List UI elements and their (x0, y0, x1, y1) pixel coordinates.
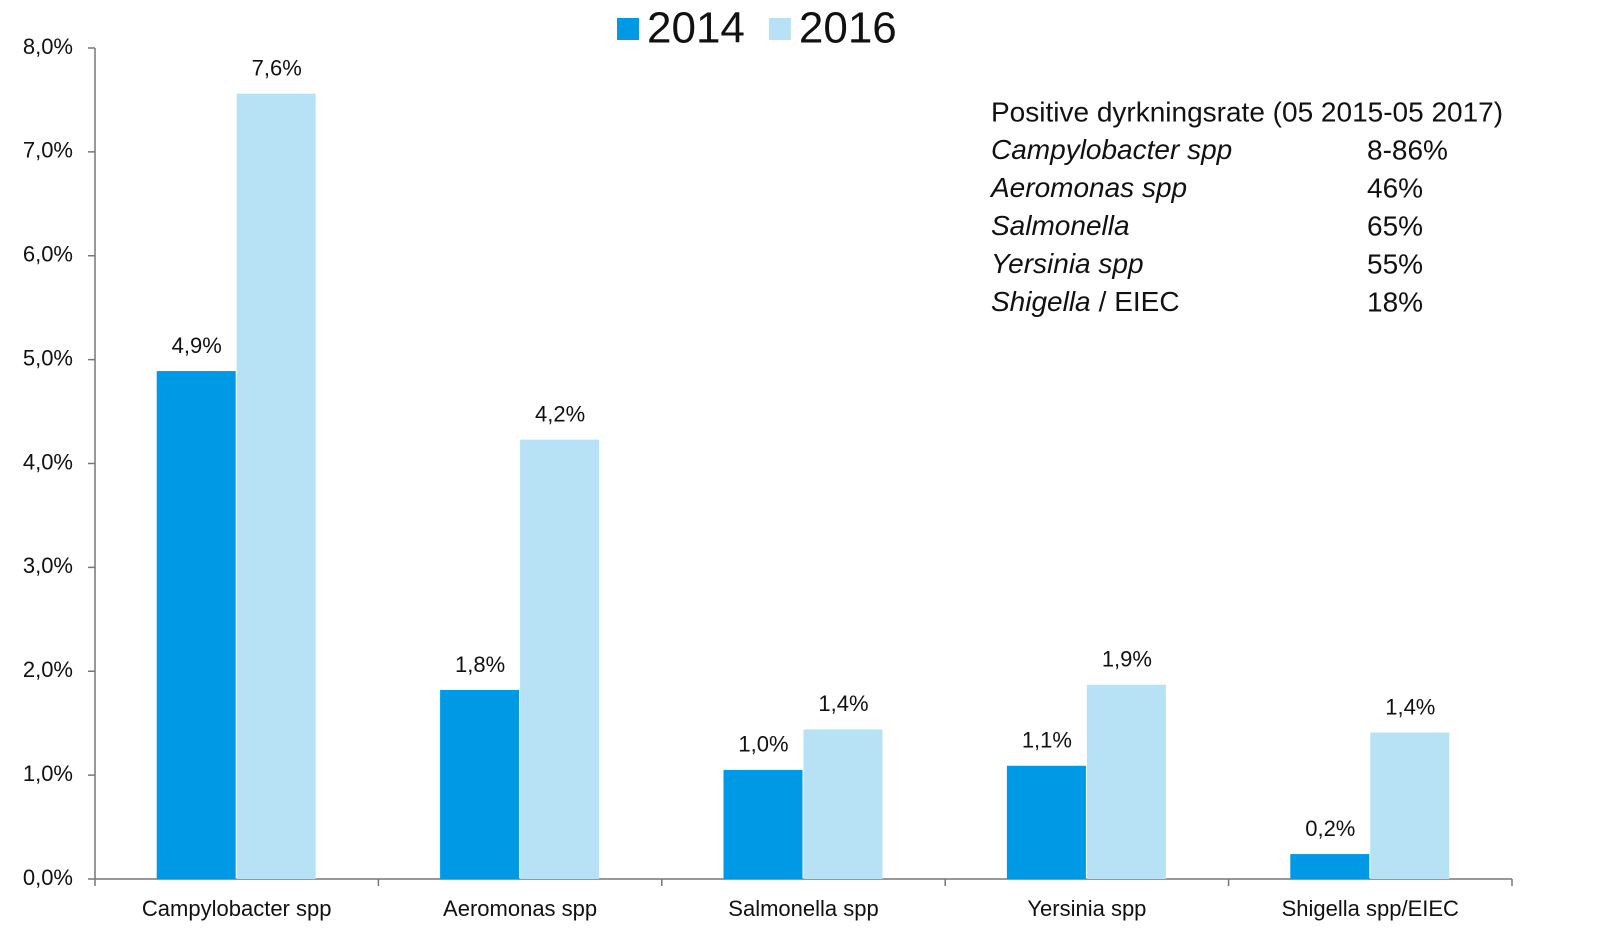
annotation-name-italic: Salmonella (991, 210, 1130, 241)
annotation-value: 8-86% (1367, 134, 1448, 165)
x-tick-label: Campylobacter spp (142, 896, 332, 921)
bar (723, 769, 803, 879)
annotation-name-italic: Campylobacter spp (991, 134, 1232, 165)
legend-label: 2014 (647, 4, 745, 53)
x-tick-label: Shigella spp/EIEC (1282, 896, 1459, 921)
bar (236, 93, 316, 879)
data-label: 7,6% (252, 56, 302, 81)
bar (1006, 765, 1086, 879)
annotation-name: Aeromonas spp (989, 172, 1187, 203)
legend-label: 2016 (799, 4, 897, 53)
annotation-title: Positive dyrkningsrate (05 2015-05 2017) (991, 96, 1503, 127)
annotation-name: Yersinia spp (991, 248, 1144, 279)
data-label: 4,2% (535, 401, 585, 426)
bar (803, 729, 883, 879)
y-tick-label: 2,0% (23, 657, 73, 682)
y-tick-label: 7,0% (23, 138, 73, 163)
y-tick-label: 5,0% (23, 345, 73, 370)
annotation-value: 55% (1367, 248, 1423, 279)
x-tick-label: Yersinia spp (1027, 896, 1146, 921)
annotation-name-italic: Yersinia spp (991, 248, 1144, 279)
data-label: 4,9% (172, 333, 222, 358)
bar (156, 371, 236, 879)
annotation-value: 18% (1367, 286, 1423, 317)
y-tick-label: 3,0% (23, 553, 73, 578)
annotation-name-italic: Aeromonas spp (989, 172, 1187, 203)
data-label: 1,0% (738, 732, 788, 757)
annotation-value: 46% (1367, 172, 1423, 203)
bar (440, 689, 520, 879)
data-label: 1,1% (1022, 728, 1072, 753)
bar (1086, 684, 1166, 879)
y-tick-label: 4,0% (23, 449, 73, 474)
x-tick-label: Salmonella spp (728, 896, 878, 921)
bar (520, 439, 600, 879)
bar (1370, 732, 1450, 879)
bar (1290, 854, 1370, 879)
data-label: 1,4% (1385, 694, 1435, 719)
annotation-name: Campylobacter spp (991, 134, 1232, 165)
data-label: 1,8% (455, 652, 505, 677)
legend-swatch (617, 18, 639, 40)
annotation-name: Shigella / EIEC (991, 286, 1180, 317)
annotation-value: 65% (1367, 210, 1423, 241)
data-label: 1,9% (1102, 647, 1152, 672)
x-tick-label: Aeromonas spp (443, 896, 597, 921)
y-tick-label: 8,0% (23, 34, 73, 59)
data-label: 0,2% (1305, 816, 1355, 841)
y-tick-label: 1,0% (23, 761, 73, 786)
y-tick-label: 0,0% (23, 865, 73, 890)
legend-swatch (768, 18, 791, 40)
annotation-name: Salmonella (991, 210, 1130, 241)
annotation-name-italic: Shigella (991, 286, 1091, 317)
annotation-name-suffix: / EIEC (1099, 286, 1180, 317)
y-tick-label: 6,0% (23, 242, 73, 267)
data-label: 1,4% (818, 691, 868, 716)
